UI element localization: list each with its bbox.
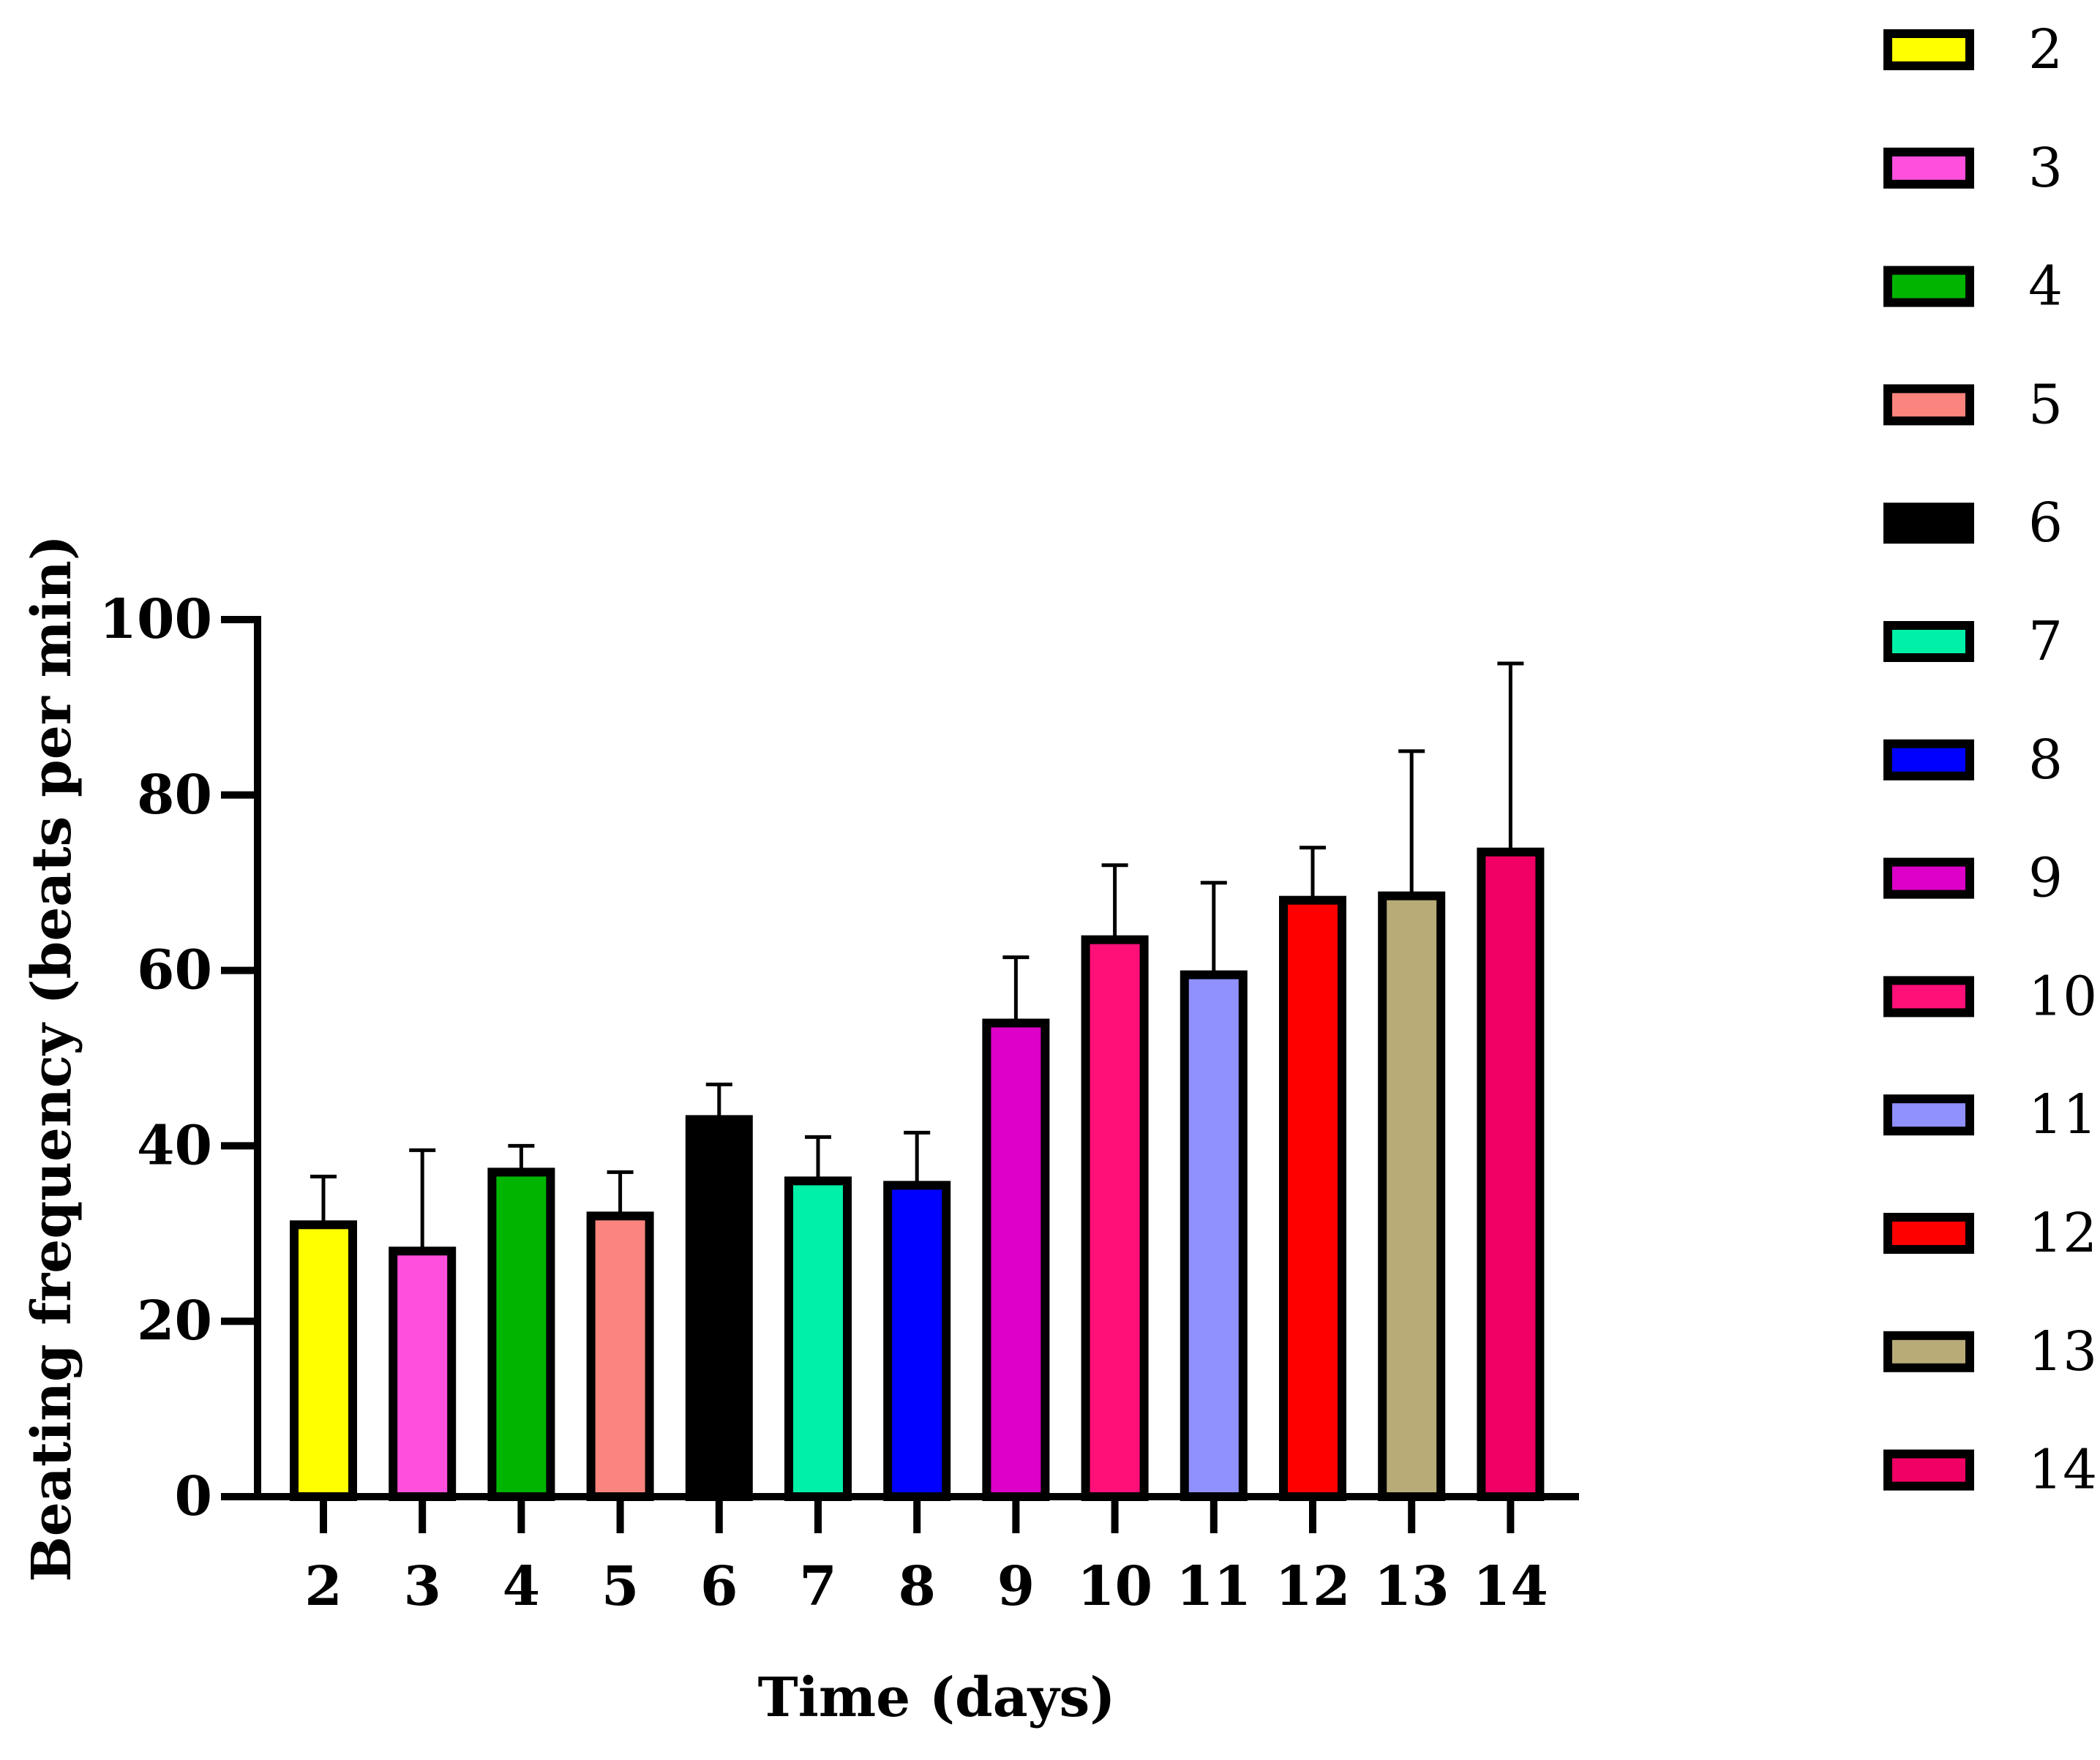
legend-swatch-2 xyxy=(1883,29,1974,70)
x-tick-label-8: 8 xyxy=(898,1555,936,1618)
y-tick-label-20: 20 xyxy=(137,1290,212,1353)
bar-4 xyxy=(487,1167,555,1501)
legend-swatch-10 xyxy=(1883,976,1974,1018)
x-tick-label-6: 6 xyxy=(700,1555,738,1618)
x-tick-label-2: 2 xyxy=(304,1555,342,1618)
y-axis-title: Beating frequency (beats per min) xyxy=(20,535,83,1582)
bar-2 xyxy=(290,1220,357,1502)
x-tick-label-13: 13 xyxy=(1374,1555,1450,1618)
bar-6 xyxy=(685,1115,753,1502)
bar-12 xyxy=(1279,895,1346,1502)
legend-label-12: 12 xyxy=(2028,1202,2097,1265)
bar-14 xyxy=(1477,847,1545,1501)
legend-label-4: 4 xyxy=(2028,255,2063,318)
x-tick-label-14: 14 xyxy=(1473,1555,1548,1618)
x-tick-label-4: 4 xyxy=(503,1555,541,1618)
bar-8 xyxy=(883,1181,951,1501)
legend-swatch-5 xyxy=(1883,384,1974,426)
y-tick-label-0: 0 xyxy=(175,1465,213,1528)
x-axis-title: Time (days) xyxy=(758,1666,1116,1729)
legend-label-14: 14 xyxy=(2028,1439,2097,1502)
legend-swatch-6 xyxy=(1883,503,1974,544)
y-ticks: 0 20 40 60 80 100 xyxy=(100,588,258,1528)
legend-label-7: 7 xyxy=(2028,610,2063,673)
legend-swatch-12 xyxy=(1883,1213,1974,1254)
x-ticks: 2 3 4 5 6 7 8 9 10 11 12 13 14 xyxy=(304,1497,1548,1618)
legend-label-11: 11 xyxy=(2028,1083,2097,1146)
legend-label-5: 5 xyxy=(2028,373,2063,436)
legend-label-6: 6 xyxy=(2028,492,2063,554)
y-tick-label-80: 80 xyxy=(137,764,212,827)
bar-10 xyxy=(1081,935,1149,1501)
legend-swatch-4 xyxy=(1883,266,1974,307)
legend-label-13: 13 xyxy=(2028,1320,2097,1383)
legend-label-9: 9 xyxy=(2028,847,2063,910)
bar-9 xyxy=(982,1018,1050,1502)
axes-layer xyxy=(221,616,1579,1500)
x-tick-label-7: 7 xyxy=(799,1555,837,1618)
x-tick-label-11: 11 xyxy=(1176,1555,1251,1618)
x-tick-label-12: 12 xyxy=(1275,1555,1351,1618)
legend-swatch-8 xyxy=(1883,739,1974,781)
x-tick-label-10: 10 xyxy=(1077,1555,1152,1618)
y-tick-label-40: 40 xyxy=(137,1114,212,1177)
bar-5 xyxy=(586,1211,654,1501)
legend-label-8: 8 xyxy=(2028,729,2063,791)
x-tick-label-9: 9 xyxy=(997,1555,1035,1618)
legend-label-3: 3 xyxy=(2028,137,2063,200)
bar-13 xyxy=(1378,891,1446,1502)
y-tick-label-60: 60 xyxy=(137,939,212,1002)
x-tick-label-3: 3 xyxy=(403,1555,441,1618)
legend-label-10: 10 xyxy=(2028,965,2097,1028)
legend-swatch-11 xyxy=(1883,1094,1974,1136)
bar-3 xyxy=(389,1246,457,1502)
x-tick-label-5: 5 xyxy=(601,1555,640,1618)
legend-swatch-14 xyxy=(1883,1449,1974,1491)
legend-swatch-7 xyxy=(1883,621,1974,662)
error-bars-layer xyxy=(310,661,1524,1252)
legend-swatch-9 xyxy=(1883,857,1974,899)
legend-label-2: 2 xyxy=(2028,18,2063,81)
legend: 2 3 4 5 6 7 8 9 10 11 12 13 14 xyxy=(1883,18,2097,1502)
legend-swatch-3 xyxy=(1883,147,1974,189)
bar-7 xyxy=(784,1176,852,1501)
legend-swatch-13 xyxy=(1883,1331,1974,1372)
bar-11 xyxy=(1180,970,1248,1501)
y-tick-label-100: 100 xyxy=(100,588,212,651)
